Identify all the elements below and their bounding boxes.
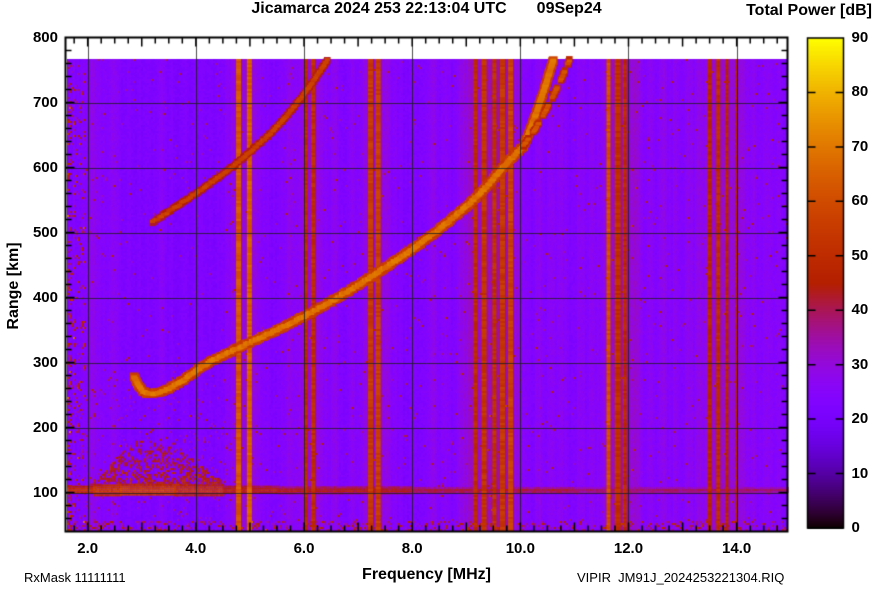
- x-tick-label: 14.0: [722, 540, 752, 557]
- x-tick-label: 2.0: [77, 540, 99, 557]
- x-axis-label: Frequency [MHz]: [362, 566, 491, 583]
- plot-title-row: Jicamarca 2024 253 22:13:04 UTC 09Sep24: [65, 0, 788, 24]
- rxmask-label: RxMask 11111111: [24, 570, 126, 585]
- y-axis-label: Range [km]: [5, 242, 22, 330]
- colorbar-tick-label: 0: [851, 519, 860, 536]
- plot-date: 09Sep24: [536, 0, 602, 17]
- x-tick-label: 12.0: [613, 540, 644, 557]
- x-tick-label: 10.0: [505, 540, 535, 557]
- y-tick-label: 200: [32, 418, 58, 436]
- colorbar-tick-label: 80: [851, 83, 869, 101]
- plot-title: Jicamarca 2024 253 22:13:04 UTC: [251, 0, 507, 17]
- colorbar-tick-label: 70: [851, 137, 869, 155]
- colorbar-tick-label: 30: [851, 355, 869, 373]
- x-tick-label: 4.0: [185, 540, 207, 557]
- colorbar-tick-label: 50: [851, 246, 869, 264]
- colorbar-tick-label: 20: [851, 410, 869, 428]
- y-tick-label: 600: [32, 158, 58, 176]
- y-tick-label: 800: [32, 28, 58, 46]
- y-tick-label: 400: [32, 288, 58, 306]
- x-tick-label: 8.0: [401, 540, 423, 557]
- y-tick-label: 300: [32, 353, 58, 371]
- y-tick-label: 500: [32, 223, 58, 241]
- y-tick-label: 700: [32, 93, 58, 111]
- colorbar-tick-label: 60: [851, 192, 869, 210]
- colorbar-tick-label: 10: [851, 464, 869, 482]
- x-tick-label: 6.0: [293, 540, 315, 557]
- y-tick-label: 100: [32, 483, 58, 501]
- colorbar-tick-label: 90: [851, 29, 869, 46]
- data-file-label: VIPIR JM91J_2024253221304.RIQ: [577, 570, 785, 585]
- colorbar-title: Total Power [dB]: [746, 2, 872, 19]
- colorbar-tick-label: 40: [851, 301, 869, 319]
